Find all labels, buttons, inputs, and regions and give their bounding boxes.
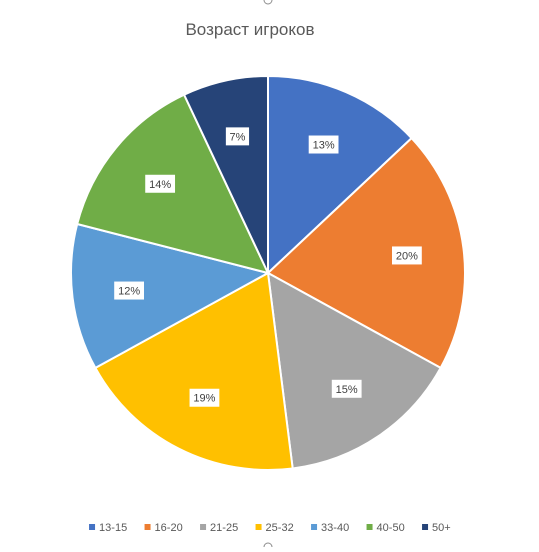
data-label-40-50: 14% (145, 174, 176, 193)
legend-swatch (89, 524, 96, 530)
data-label-13-15: 13% (308, 135, 339, 154)
legend-swatch (255, 524, 262, 530)
chart-title: Возраст игроков (185, 20, 314, 39)
legend-swatch (311, 524, 318, 530)
legend-item-40-50[interactable]: 40-50 (366, 522, 405, 534)
legend-item-25-32[interactable]: 25-32 (255, 522, 294, 534)
legend-label: 33-40 (321, 522, 349, 534)
legend-label: 50+ (432, 522, 451, 534)
top-handle-icon[interactable] (263, 0, 273, 5)
pie-slice-21-25[interactable] (267, 272, 442, 470)
data-label-text: 13% (313, 140, 335, 152)
pie-slices (70, 75, 466, 471)
bottom-handle-icon[interactable] (263, 542, 273, 552)
pie-slice-33-40[interactable] (70, 223, 269, 369)
legend-item-13-15[interactable]: 13-15 (89, 522, 127, 534)
data-label-box (331, 379, 362, 398)
data-label-text: 7% (230, 131, 246, 143)
legend: 13-15 16-20 21-25 25-32 33-40 40-50 50+ (89, 522, 451, 534)
pie-slice-16-20[interactable] (267, 137, 466, 369)
data-label-box (391, 246, 422, 265)
data-label-21-25: 15% (331, 379, 362, 398)
legend-label: 25-32 (266, 522, 294, 534)
data-label-50+: 7% (225, 127, 250, 146)
legend-swatch (144, 524, 151, 530)
legend-item-21-25[interactable]: 21-25 (200, 522, 238, 534)
legend-item-33-40[interactable]: 33-40 (311, 522, 349, 534)
data-label-box (114, 281, 145, 300)
legend-item-50+[interactable]: 50+ (422, 522, 451, 534)
data-label-box (145, 174, 176, 193)
legend-label: 40-50 (377, 522, 405, 534)
data-label-text: 19% (193, 393, 215, 405)
data-label-16-20: 20% (391, 246, 422, 265)
legend-label: 21-25 (210, 522, 238, 534)
data-label-25-32: 19% (189, 388, 220, 407)
pie-slice-25-32[interactable] (94, 272, 294, 471)
pie-slice-13-15[interactable] (267, 75, 413, 274)
data-label-text: 20% (396, 250, 418, 262)
data-label-text: 12% (118, 286, 140, 298)
data-label-text: 14% (149, 179, 171, 191)
pie-slice-50+[interactable] (183, 75, 269, 274)
legend-swatch (200, 524, 207, 530)
legend-label: 16-20 (155, 522, 183, 534)
legend-label: 13-15 (99, 522, 127, 534)
data-label-box (189, 388, 220, 407)
data-label-33-40: 12% (114, 281, 145, 300)
legend-swatch (366, 524, 373, 530)
data-label-text: 15% (336, 384, 358, 396)
legend-swatch (422, 524, 429, 530)
data-labels: 13% 20% 15% 19% 12% 14% 7% (114, 127, 422, 407)
legend-item-16-20[interactable]: 16-20 (144, 522, 183, 534)
data-label-box (308, 135, 339, 154)
data-label-box (225, 127, 250, 146)
